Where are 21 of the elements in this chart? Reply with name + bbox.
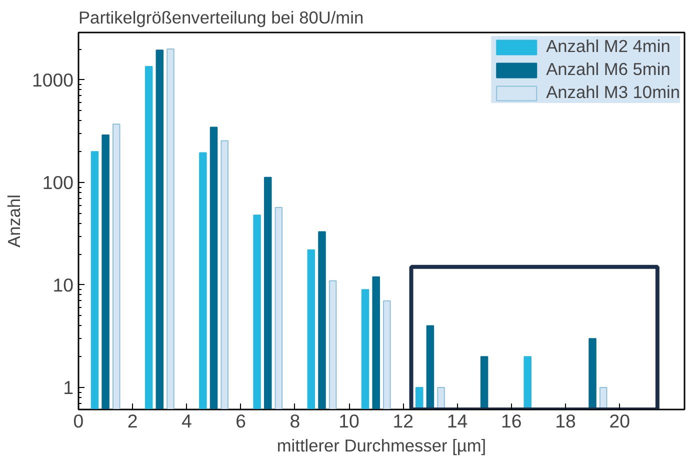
x-tick-label: 12 xyxy=(392,410,414,432)
x-tick-label: 14 xyxy=(446,410,468,432)
y-axis-title: Anzahl xyxy=(4,194,24,248)
legend-label: Anzahl M2 4min xyxy=(546,36,670,57)
x-axis-title: mittlerer Durchmesser [µm] xyxy=(276,436,486,456)
y-tick-label: 1000 xyxy=(32,69,74,90)
x-tick-label: 4 xyxy=(182,410,192,432)
y-tick-label: 10 xyxy=(52,274,74,296)
x-tick-label: 16 xyxy=(500,410,522,432)
x-tick-label: 6 xyxy=(236,410,246,432)
chart-title: Partikelgrößenverteilung bei 80U/min xyxy=(78,8,364,28)
x-tick-label: 20 xyxy=(609,410,630,432)
legend-label: Anzahl M6 5min xyxy=(546,59,670,80)
y-tick-label: 100 xyxy=(42,172,74,193)
y-tick-label: 1 xyxy=(63,376,74,398)
legend-label: Anzahl M3 10min xyxy=(546,82,680,103)
x-tick-label: 18 xyxy=(555,410,576,432)
x-tick-label: 8 xyxy=(290,410,300,432)
x-tick-label: 2 xyxy=(127,410,138,432)
x-tick-label: 0 xyxy=(73,410,84,432)
x-tick-label: 10 xyxy=(338,410,360,432)
